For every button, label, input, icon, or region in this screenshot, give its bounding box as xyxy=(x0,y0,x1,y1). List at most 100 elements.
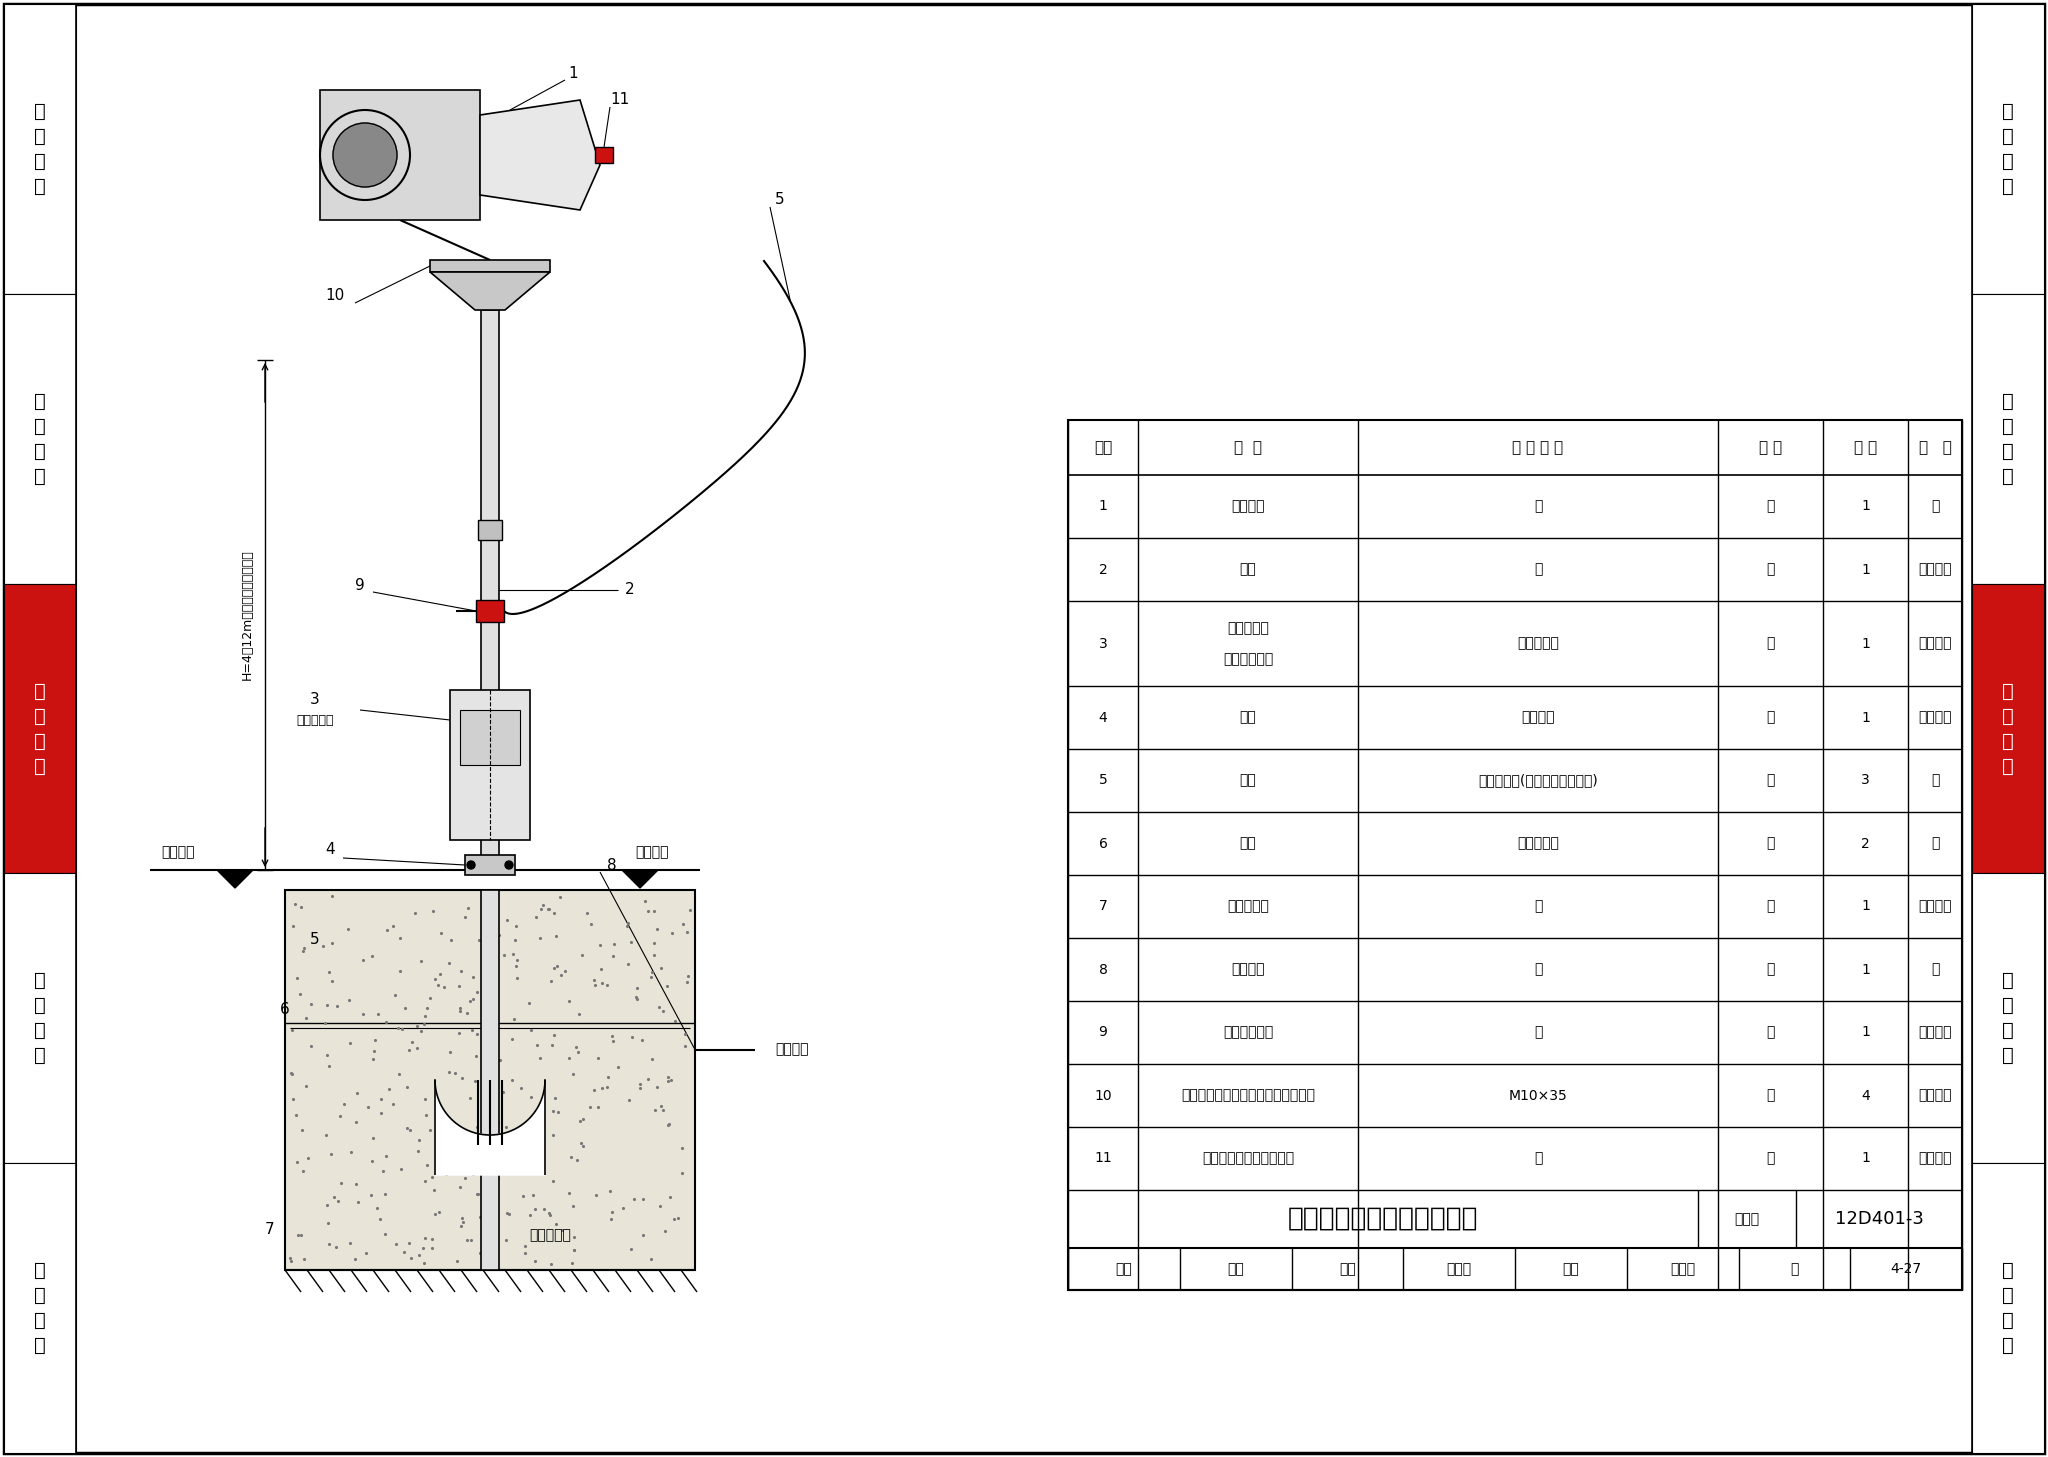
Text: 路灯配套: 路灯配套 xyxy=(1919,1026,1952,1039)
Text: 电缆: 电缆 xyxy=(1239,774,1255,787)
Text: 照
明
灯
具: 照 明 灯 具 xyxy=(2003,682,2013,775)
Text: 10: 10 xyxy=(1094,1088,1112,1103)
Text: 路灯配套: 路灯配套 xyxy=(1919,562,1952,577)
Bar xyxy=(481,310,500,870)
Text: 编号: 编号 xyxy=(1094,440,1112,455)
Circle shape xyxy=(467,861,475,868)
Text: 2: 2 xyxy=(625,583,635,597)
Text: 4: 4 xyxy=(1862,1088,1870,1103)
Text: 2: 2 xyxy=(1098,562,1108,577)
Text: 1: 1 xyxy=(1862,711,1870,724)
Text: 1: 1 xyxy=(1862,1151,1870,1166)
Text: 5: 5 xyxy=(776,192,784,207)
Text: 4-27: 4-27 xyxy=(1890,1262,1921,1276)
Bar xyxy=(1972,873,2044,1163)
Text: 套: 套 xyxy=(1765,500,1776,513)
Text: 个: 个 xyxy=(1765,1026,1776,1039)
Text: 1: 1 xyxy=(1862,899,1870,914)
Bar xyxy=(4,873,76,1163)
Text: 路灯配套: 路灯配套 xyxy=(1919,711,1952,724)
Text: 3: 3 xyxy=(1862,774,1870,787)
Text: 法兰: 法兰 xyxy=(1239,711,1255,724)
Text: 7: 7 xyxy=(264,1222,274,1237)
Text: 接地导体: 接地导体 xyxy=(1231,963,1266,976)
Polygon shape xyxy=(479,101,600,210)
Text: 单 位: 单 位 xyxy=(1759,440,1782,455)
Text: 设计: 设计 xyxy=(1563,1262,1579,1276)
Text: 带分线功能: 带分线功能 xyxy=(1518,637,1559,650)
Text: 现场制作: 现场制作 xyxy=(1919,899,1952,914)
Bar xyxy=(430,259,551,272)
Bar xyxy=(1972,294,2044,584)
Text: 王勤东: 王勤东 xyxy=(1446,1262,1473,1276)
Text: 周伟: 周伟 xyxy=(1227,1262,1243,1276)
Bar xyxy=(4,584,76,873)
Text: 灯具配套: 灯具配套 xyxy=(1919,1151,1952,1166)
Text: 页: 页 xyxy=(1790,1262,1798,1276)
Text: 8: 8 xyxy=(1098,963,1108,976)
Text: 1: 1 xyxy=(1862,637,1870,650)
Text: 电缆密封接头: 电缆密封接头 xyxy=(1223,1026,1274,1039)
Text: 备   注: 备 注 xyxy=(1919,440,1952,455)
Text: 隔
离
密
封: 隔 离 密 封 xyxy=(35,102,45,195)
Text: 1: 1 xyxy=(1862,562,1870,577)
Text: 动
力
设
备: 动 力 设 备 xyxy=(35,392,45,485)
Text: 3: 3 xyxy=(309,692,319,708)
Text: 技
术
资
料: 技 术 资 料 xyxy=(35,1262,45,1355)
Bar xyxy=(461,710,520,765)
Bar xyxy=(319,90,479,220)
Text: 1: 1 xyxy=(1862,963,1870,976)
Text: 11: 11 xyxy=(610,92,629,108)
Polygon shape xyxy=(430,272,551,310)
Text: （内置箱）: （内置箱） xyxy=(297,714,334,727)
Text: 至接地网: 至接地网 xyxy=(774,1043,809,1056)
Polygon shape xyxy=(434,1080,545,1174)
Text: 六角头螺栓、螺母、垫圈及弹簧垫圈: 六角头螺栓、螺母、垫圈及弹簧垫圈 xyxy=(1182,1088,1315,1103)
Text: 3: 3 xyxy=(1098,637,1108,650)
Bar xyxy=(285,890,694,1271)
Text: 信大庆: 信大庆 xyxy=(1669,1262,1696,1276)
Text: 见工程设计: 见工程设计 xyxy=(1518,836,1559,851)
Text: 弱
电
设
备: 弱 电 设 备 xyxy=(35,972,45,1065)
Bar xyxy=(4,4,76,294)
Text: 套: 套 xyxy=(1765,1088,1776,1103)
Text: M10×35: M10×35 xyxy=(1509,1088,1567,1103)
Bar xyxy=(4,1163,76,1453)
Text: 防爆路灯安装（投光灯式）: 防爆路灯安装（投光灯式） xyxy=(1288,1206,1479,1233)
Text: 路灯基础架: 路灯基础架 xyxy=(1227,899,1270,914)
Circle shape xyxy=(334,122,397,186)
Text: 隔
离
密
封: 隔 离 密 封 xyxy=(2003,102,2013,195)
Bar xyxy=(451,691,530,841)
Text: 混凝土基础: 混凝土基础 xyxy=(528,1228,571,1241)
Text: 4: 4 xyxy=(326,842,334,858)
Text: 型 号 规 格: 型 号 规 格 xyxy=(1511,440,1563,455)
Bar xyxy=(477,520,502,541)
Bar xyxy=(475,600,504,622)
Text: 7: 7 xyxy=(1098,899,1108,914)
Circle shape xyxy=(506,861,512,868)
Text: 数 量: 数 量 xyxy=(1853,440,1878,455)
Text: 5: 5 xyxy=(1098,774,1108,787)
Text: 9: 9 xyxy=(354,577,365,593)
Text: 防爆接线箱: 防爆接线箱 xyxy=(1227,621,1270,635)
Text: 套: 套 xyxy=(1765,899,1776,914)
Polygon shape xyxy=(217,870,254,887)
Text: －: － xyxy=(1931,963,1939,976)
Text: 弱
电
设
备: 弱 电 设 备 xyxy=(2003,972,2013,1065)
Text: 图集号: 图集号 xyxy=(1735,1212,1759,1225)
Bar xyxy=(1972,1163,2044,1453)
Text: 灯杆: 灯杆 xyxy=(1239,562,1255,577)
Text: 1: 1 xyxy=(567,66,578,80)
Text: 动
力
设
备: 动 力 设 备 xyxy=(2003,392,2013,485)
Text: －: － xyxy=(1534,1151,1542,1166)
Text: 套: 套 xyxy=(1765,637,1776,650)
Bar xyxy=(1067,420,1962,1289)
Text: －: － xyxy=(1534,963,1542,976)
Text: 见示意图: 见示意图 xyxy=(1522,711,1554,724)
Text: 6: 6 xyxy=(281,1002,291,1017)
Text: 9: 9 xyxy=(1098,1026,1108,1039)
Text: H=4～12m（杆高由工程决定）: H=4～12m（杆高由工程决定） xyxy=(240,549,254,680)
Text: 压紧螺母、密封圈及垫圈: 压紧螺母、密封圈及垫圈 xyxy=(1202,1151,1294,1166)
Text: 校对: 校对 xyxy=(1339,1262,1356,1276)
Text: －: － xyxy=(1534,562,1542,577)
